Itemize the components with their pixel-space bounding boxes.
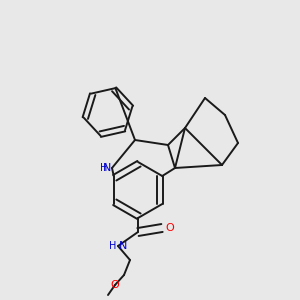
Text: H: H: [109, 241, 116, 251]
Text: O: O: [111, 280, 119, 290]
Text: N: N: [103, 163, 111, 173]
Text: H: H: [100, 163, 107, 173]
Text: O: O: [165, 223, 174, 233]
Text: N: N: [119, 241, 128, 251]
